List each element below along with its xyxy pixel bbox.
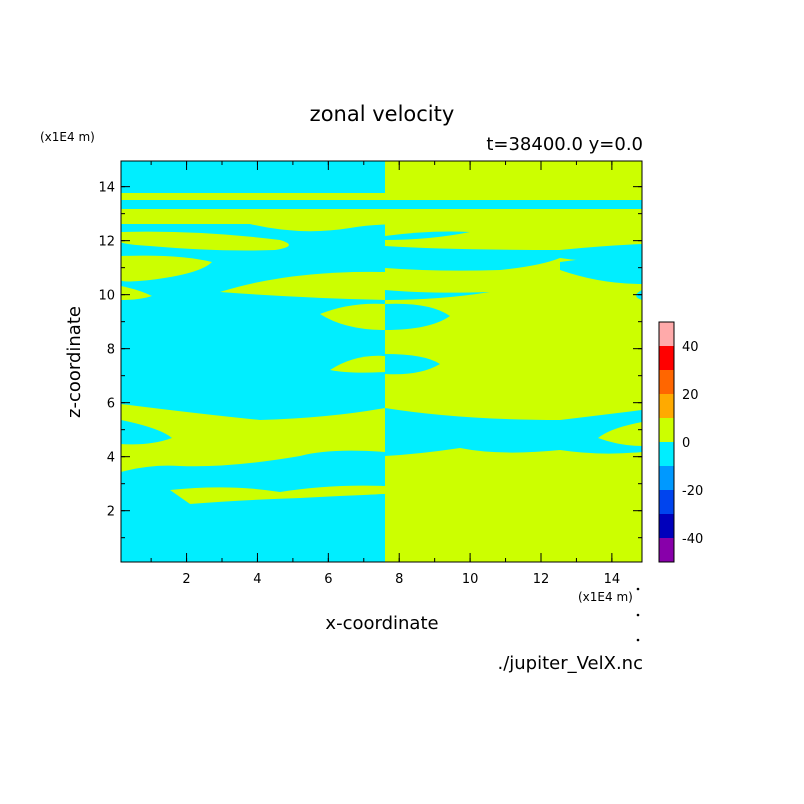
y-tick-label: 2 <box>107 505 115 520</box>
plot-frame <box>120 160 643 563</box>
blob-low-left-yellow <box>170 485 385 504</box>
colorbar-swatch <box>659 514 674 538</box>
x-axis-label: x-coordinate <box>325 613 438 634</box>
blob-low-right-yellow-4 <box>628 532 642 552</box>
blob-right-10 <box>385 290 490 300</box>
y-axis-label: z-coordinate <box>64 306 85 418</box>
blob-left-9 <box>320 303 385 330</box>
blob-right-11b <box>560 257 642 284</box>
x-tick-label: 12 <box>533 572 550 587</box>
colorbar-swatch <box>659 442 674 466</box>
blob-right-5 <box>598 422 642 446</box>
y-tick-label: 4 <box>107 451 115 466</box>
marker-dot <box>636 638 640 642</box>
y-tick-label: 12 <box>98 235 115 250</box>
blob-left-11b <box>121 255 212 282</box>
x-tick-label: 8 <box>395 572 403 587</box>
band-top-yellow <box>121 193 642 200</box>
x-tick-label: 10 <box>462 572 479 587</box>
colorbar-tick-label: -20 <box>682 484 703 499</box>
colorbar-swatch <box>659 490 674 514</box>
colorbar-swatch <box>659 466 674 490</box>
colorbar-swatch <box>659 418 674 442</box>
blob-low-right-yellow-3 <box>560 498 620 520</box>
marker-dot <box>636 587 640 591</box>
colorbar-swatch <box>659 394 674 418</box>
band-mid-left <box>121 404 385 472</box>
band-top-cyan <box>121 200 642 209</box>
y-tick-label: 10 <box>98 289 115 304</box>
blob-right-11 <box>385 244 642 271</box>
x-unit-label: (x1E4 m) <box>578 590 633 604</box>
band-mid-right <box>385 408 642 456</box>
source-file-label: ./jupiter_VelX.nc <box>497 653 643 674</box>
x-tick-label: 4 <box>253 572 261 587</box>
y-tick-label: 14 <box>98 181 115 196</box>
blob-low-left-cyan-4 <box>121 534 143 552</box>
colorbar-swatch <box>659 538 674 562</box>
axes: 2 4 6 8 10 12 14 2 4 6 8 10 12 14 <box>98 161 642 587</box>
colorbar-tick-label: 20 <box>682 388 699 403</box>
chart-subtitle: t=38400.0 y=0.0 <box>486 134 643 155</box>
blob-left-7 <box>330 355 385 373</box>
blob-left-11 <box>121 231 289 251</box>
colorbar-frame <box>658 321 675 563</box>
y-unit-label: (x1E4 m) <box>40 130 95 144</box>
blob-low-left-cyan-3 <box>280 494 385 521</box>
blob-right-9 <box>385 303 450 330</box>
x-tick-label: 6 <box>324 572 332 587</box>
band-low-right-yellow <box>385 462 642 502</box>
colorbar-swatch <box>659 346 674 370</box>
y-tick-label: 8 <box>107 343 115 358</box>
colorbar-tick-label: 40 <box>682 340 699 355</box>
colorbar-tick-label: -40 <box>682 532 703 547</box>
blob-left-5 <box>121 420 172 445</box>
colorbar-tick-label: 0 <box>682 436 690 451</box>
blob-right-7 <box>385 354 440 375</box>
blob-low-right-yellow-2 <box>385 494 480 520</box>
chart-title: zonal velocity <box>310 102 455 126</box>
x-tick-label: 14 <box>604 572 621 587</box>
x-tick-label: 2 <box>182 572 190 587</box>
heatmap-field <box>121 161 642 562</box>
colorbar-swatch <box>659 370 674 394</box>
blob-low-left-cyan-2 <box>160 500 215 518</box>
colorbar: 40 20 0 -20 -40 <box>658 321 703 563</box>
y-tick-label: 6 <box>107 397 115 412</box>
colorbar-swatch <box>659 322 674 346</box>
blob-left-10 <box>220 271 385 300</box>
marker-dot <box>636 613 640 617</box>
band-yellow-12 <box>121 209 642 233</box>
blob-left-edge-10 <box>121 286 152 300</box>
blob-right-12 <box>385 231 470 240</box>
